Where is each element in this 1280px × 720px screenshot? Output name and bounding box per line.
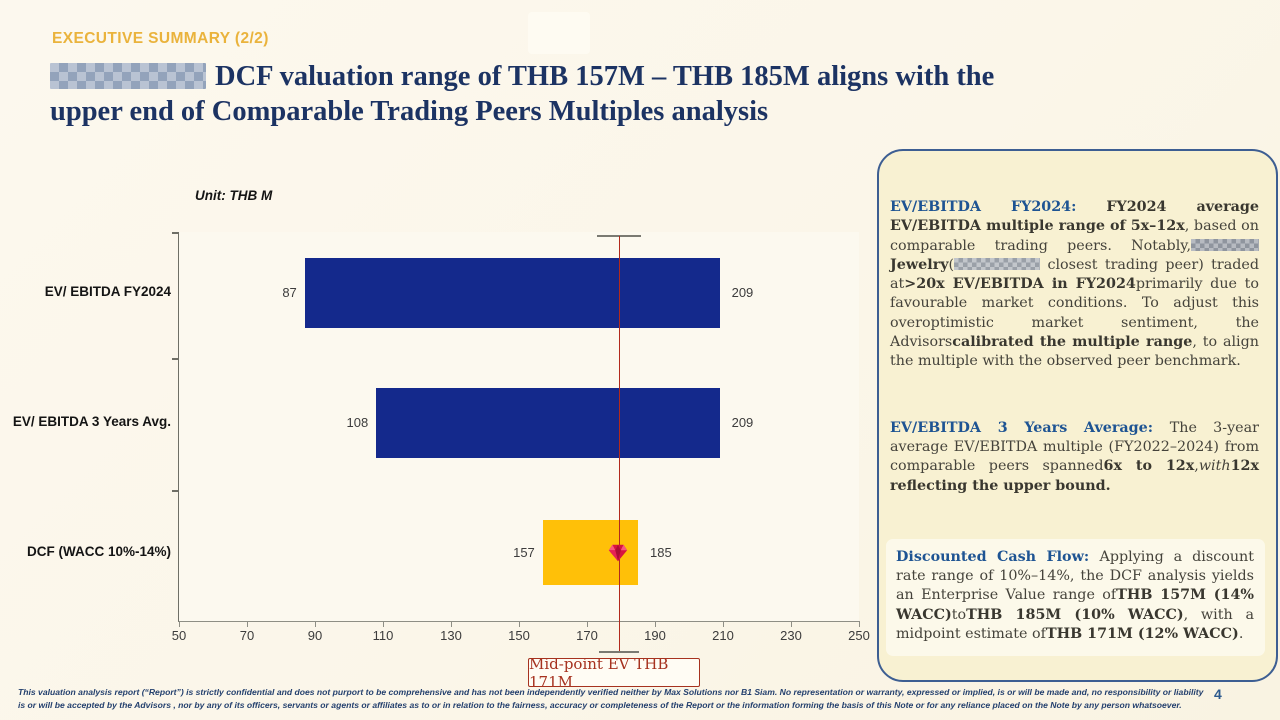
text-run: Discounted Cash Flow: — [896, 548, 1100, 565]
text-run: The 3-year average EV/EBITDA multiple (F… — [890, 419, 1260, 475]
chart-unit-label: Unit: THB M — [195, 188, 273, 203]
x-axis-tick-label: 250 — [848, 628, 870, 643]
text-run: , with a midpoint estimate of — [896, 606, 1254, 643]
x-axis-tick — [519, 621, 520, 627]
x-axis-tick-label: 50 — [171, 628, 187, 643]
y-axis-tick — [172, 358, 179, 360]
x-axis-tick — [723, 621, 724, 627]
midpoint-line — [618, 236, 621, 651]
text-run: , based on comparable trading peers. Not… — [890, 218, 1259, 254]
midline-top-cap — [597, 235, 642, 237]
paragraph-ev-ebitda-3yr: EV/EBITDA 3 Years Average: The 3-year av… — [890, 419, 1259, 496]
x-axis-tick — [451, 621, 452, 627]
category-label: EV/ EBITDA FY2024 — [44, 284, 171, 299]
commentary-panel: EV/EBITDA FY2024: FY2024 average EV/EBIT… — [877, 149, 1278, 682]
x-axis-tick — [383, 621, 384, 627]
x-axis-tick-label: 110 — [372, 628, 394, 643]
text-run: closest trading peer) traded at — [890, 256, 1259, 293]
y-axis-tick — [172, 232, 179, 234]
x-axis-tick-label: 190 — [644, 628, 666, 643]
range-bar — [304, 258, 720, 328]
text-run: . — [1238, 626, 1244, 643]
text-run: >20x EV/EBITDA in FY2024 — [904, 276, 1136, 293]
y-axis-tick — [172, 490, 179, 492]
bar-high-value: 185 — [650, 544, 672, 560]
x-axis-tick — [315, 621, 316, 627]
text-run: Applying a discount rate range of 10%–14… — [896, 548, 1254, 604]
paragraph-ev-ebitda-fy2024: EV/EBITDA FY2024: FY2024 average EV/EBIT… — [890, 198, 1259, 372]
gem-marker-icon — [607, 542, 629, 564]
page-number: 4 — [1214, 686, 1222, 702]
bar-high-value: 209 — [731, 285, 754, 300]
x-axis-tick — [791, 621, 792, 627]
bar-low-value: 157 — [513, 544, 535, 560]
title-line-1: DCF valuation range of THB 157M – THB 18… — [50, 59, 1060, 94]
text-run: with — [1198, 458, 1231, 475]
x-axis-tick — [179, 621, 180, 627]
valuation-range-chart: EV/ EBITDA FY2024 EV/ EBITDA 3 Years Avg.… — [13, 232, 870, 653]
midline-bottom-cap — [599, 651, 640, 653]
paragraph-dcf: Discounted Cash Flow: Applying a discoun… — [896, 548, 1254, 644]
x-axis-tick-label: 70 — [239, 628, 255, 643]
text-run: FY2024 average EV/EBITDA multiple range … — [890, 199, 1259, 235]
category-label: DCF (WACC 10%-14%) — [26, 543, 171, 559]
background-artifact — [528, 12, 590, 54]
text-run: EV/EBITDA 3 Years Average: — [890, 419, 1170, 436]
title-line-1-text: DCF valuation range of THB 157M – THB 18… — [215, 61, 995, 92]
x-axis-tick — [587, 621, 588, 627]
slide-eyebrow: EXECUTIVE SUMMARY (2/2) — [52, 30, 269, 47]
x-axis-tick-label: 230 — [780, 628, 802, 643]
slide-title: DCF valuation range of THB 157M – THB 18… — [50, 59, 1060, 129]
redacted-text — [954, 257, 1041, 270]
text-run: , — [1194, 458, 1199, 475]
text-run: calibrated the multiple range — [952, 334, 1193, 351]
text-run: 6x to 12x — [1103, 458, 1195, 475]
redacted-text — [1191, 238, 1259, 251]
disclaimer: This valuation analysis report (“Report”… — [18, 686, 1260, 712]
x-axis-tick — [247, 621, 248, 627]
title-line-2: upper end of Comparable Trading Peers Mu… — [50, 96, 769, 127]
disclaimer-line-2: is or will be accepted by the Advisors ,… — [18, 700, 1182, 710]
x-axis-tick-label: 210 — [712, 628, 734, 643]
text-run: ( — [948, 256, 955, 273]
text-run: THB 171M (12% WACC) — [1045, 626, 1239, 643]
midpoint-callout: Mid-point EV THB 171M — [528, 655, 700, 691]
x-axis-tick — [655, 621, 656, 627]
x-axis-tick-label: 150 — [508, 628, 530, 643]
text-run: Jewelry — [890, 256, 949, 273]
x-axis-tick — [859, 621, 860, 627]
x-axis-tick-label: 170 — [576, 628, 598, 643]
text-run: THB 185M (10% WACC) — [966, 606, 1184, 623]
text-run: 12x reflecting the upper bound. — [890, 458, 1259, 494]
text-run: primarily due to favourable market condi… — [890, 276, 1259, 351]
range-bar — [376, 388, 720, 458]
x-axis-tick-label: 90 — [307, 628, 323, 643]
text-run: , to align the multiple with the observe… — [890, 334, 1259, 370]
bar-low-value: 108 — [346, 415, 369, 430]
bar-low-value: 87 — [282, 285, 297, 300]
text-run: EV/EBITDA FY2024: — [890, 199, 1107, 215]
text-run: THB 157M (14% WACC) — [896, 587, 1254, 623]
category-label: EV/ EBITDA 3 Years Avg. — [12, 414, 171, 429]
redacted-company-name — [50, 63, 206, 89]
dcf-highlight-card: Discounted Cash Flow: Applying a discoun… — [886, 538, 1265, 657]
text-run: to — [951, 606, 967, 623]
x-axis-tick-label: 130 — [440, 628, 462, 643]
disclaimer-line-1: This valuation analysis report (“Report”… — [18, 687, 1204, 697]
bar-high-value: 209 — [731, 415, 754, 430]
